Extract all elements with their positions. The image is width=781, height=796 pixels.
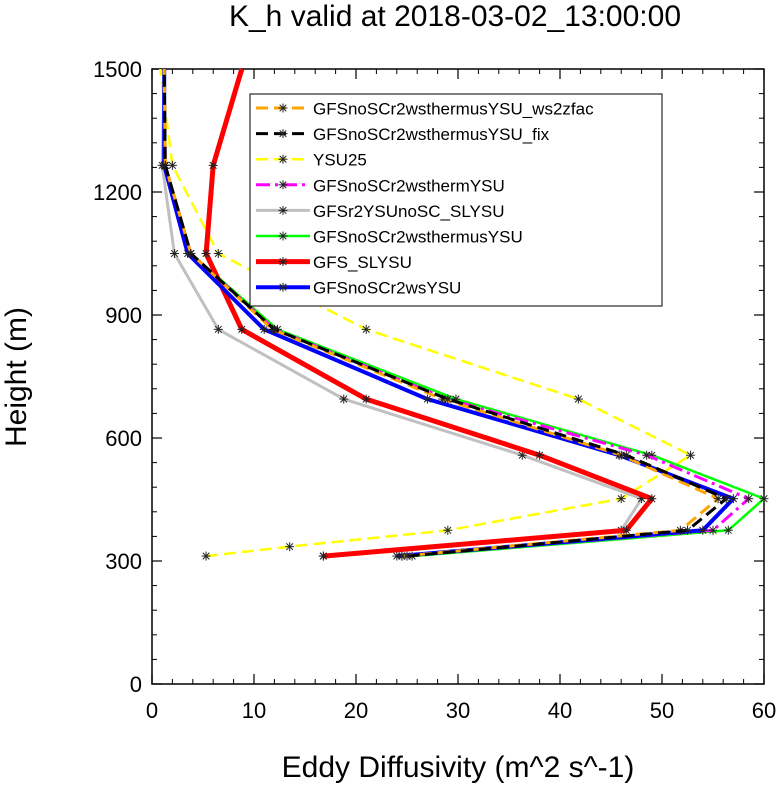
point-marker: [518, 451, 526, 459]
point-marker: [279, 206, 287, 215]
series-GFS_SLYSU: [201, 68, 657, 561]
series-line: [158, 68, 692, 558]
series-line: [162, 68, 728, 558]
legend-item: GFSnoSCr2wsthermusYSU_ws2zfac: [256, 100, 594, 119]
point-marker: [279, 129, 287, 138]
legend-item: GFS_SLYSU: [256, 253, 412, 272]
point-marker: [279, 257, 287, 266]
point-marker: [187, 249, 195, 258]
point-marker: [279, 232, 287, 240]
point-marker: [729, 495, 738, 503]
point-marker: [760, 495, 768, 503]
series-GFSnoSCr2wsthermusYSU_fix: [160, 68, 731, 561]
point-marker: [214, 249, 222, 258]
legend-label: GFS_SLYSU: [313, 253, 412, 272]
x-tick-label: 40: [548, 698, 572, 723]
point-marker: [714, 495, 722, 503]
point-marker: [709, 526, 717, 534]
point-marker: [170, 249, 179, 258]
point-marker: [279, 155, 287, 163]
point-marker: [279, 283, 287, 291]
y-axis-label: Height (m): [0, 307, 33, 447]
point-marker: [444, 395, 452, 403]
point-marker: [617, 495, 625, 503]
y-tick-label: 1500: [93, 57, 142, 82]
point-marker: [168, 161, 177, 170]
point-marker: [202, 249, 210, 258]
point-marker: [699, 526, 707, 534]
point-marker: [535, 451, 544, 459]
point-marker: [238, 325, 246, 334]
legend-box: [249, 93, 663, 307]
legend-label: GFSnoSCr2wsthermusYSU_fix: [313, 125, 550, 144]
legend-label: GFSnoSCr2wsthermusYSU_ws2zfac: [313, 100, 594, 119]
point-marker: [648, 495, 656, 503]
legend-item: GFSr2YSUnoSC_SLYSU: [256, 202, 504, 221]
x-axis: 0 10 20 30 40 50 60: [146, 69, 776, 723]
point-marker: [724, 526, 732, 534]
point-marker: [279, 104, 287, 112]
series-GFSr2YSUnoSC_SLYSU: [157, 68, 647, 561]
legend-label: GFSnoSCr2wsYSU: [313, 279, 461, 298]
point-marker: [286, 542, 294, 551]
y-axis: 0 300 600 900 1200 1500: [93, 57, 764, 697]
legend-label: GFSnoSCr2wsthermusYSU: [313, 228, 523, 247]
legend: GFSnoSCr2wsthermusYSU_ws2zfac GFSnoSCr2ws…: [249, 93, 663, 307]
point-marker: [362, 395, 370, 403]
legend-item: GFSnoSCr2wsYSU: [256, 279, 461, 298]
point-marker: [643, 451, 651, 459]
legend-label: GFSr2YSUnoSC_SLYSU: [313, 202, 504, 221]
chart-title: K_h valid at 2018-03-02_13:00:00: [229, 0, 681, 33]
point-marker: [423, 395, 432, 403]
y-tick-label: 600: [105, 426, 142, 451]
point-marker: [622, 451, 630, 459]
point-marker: [161, 161, 169, 170]
x-axis-label: Eddy Diffusivity (m^2 s^-1): [282, 751, 635, 784]
x-tick-label: 60: [752, 698, 776, 723]
series-layer: [157, 68, 769, 561]
point-marker: [574, 395, 583, 403]
x-tick-label: 50: [650, 698, 674, 723]
point-marker: [340, 395, 348, 403]
legend-label: GFSnoSCr2wsthermYSU: [313, 176, 505, 195]
point-marker: [444, 526, 452, 534]
point-marker: [270, 325, 279, 334]
point-marker: [686, 451, 695, 459]
x-tick-label: 10: [242, 698, 266, 723]
legend-item: GFSnoSCr2wsthermusYSU: [256, 228, 523, 247]
point-marker: [260, 325, 268, 334]
point-marker: [279, 181, 287, 189]
x-tick-label: 0: [146, 698, 158, 723]
point-marker: [209, 161, 217, 170]
point-marker: [214, 325, 222, 334]
point-marker: [745, 495, 753, 503]
y-tick-label: 300: [105, 549, 142, 574]
legend-label: YSU25: [313, 151, 367, 170]
x-tick-label: 20: [344, 698, 368, 723]
y-tick-label: 1200: [93, 180, 142, 205]
legend-item: GFSnoSCr2wsthermYSU: [256, 176, 505, 195]
y-tick-label: 0: [130, 672, 142, 697]
series-YSU25: [158, 68, 696, 561]
point-marker: [622, 526, 630, 534]
point-marker: [403, 552, 411, 560]
point-marker: [362, 325, 370, 334]
point-marker: [722, 495, 730, 503]
x-tick-label: 30: [446, 698, 470, 723]
point-marker: [319, 552, 328, 560]
legend-item: YSU25: [256, 151, 367, 170]
y-tick-label: 900: [105, 303, 142, 328]
point-marker: [683, 526, 692, 534]
point-marker: [202, 552, 210, 560]
legend-item: GFSnoSCr2wsthermusYSU_fix: [256, 125, 550, 144]
